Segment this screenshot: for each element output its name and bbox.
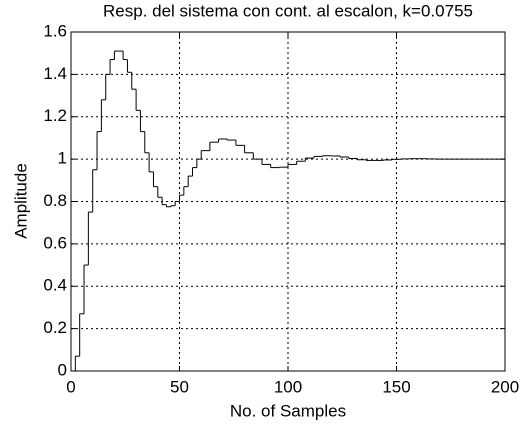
y-tick-label: 1.6 (43, 21, 67, 40)
y-tick-label: 1.2 (43, 106, 67, 125)
x-tick-label: 200 (491, 377, 519, 396)
x-axis-label: No. of Samples (230, 401, 346, 420)
y-tick-label: 1.4 (43, 64, 67, 83)
x-tick-label: 0 (66, 377, 75, 396)
x-tick-label: 150 (382, 377, 410, 396)
y-axis-label: Amplitude (11, 163, 30, 239)
plot-frame (70, 31, 506, 372)
y-tick-label: 0 (58, 360, 67, 379)
y-tick-label: 0.2 (43, 318, 67, 337)
y-tick-label: 0.8 (43, 191, 67, 210)
y-tick-label: 0.6 (43, 233, 67, 252)
y-tick-label: 0.4 (43, 276, 67, 295)
y-tick-label: 1 (58, 149, 67, 168)
x-tick-label: 50 (170, 377, 189, 396)
chart-title: Resp. del sistema con cont. al escalon, … (103, 1, 473, 20)
x-tick-label: 100 (274, 377, 302, 396)
